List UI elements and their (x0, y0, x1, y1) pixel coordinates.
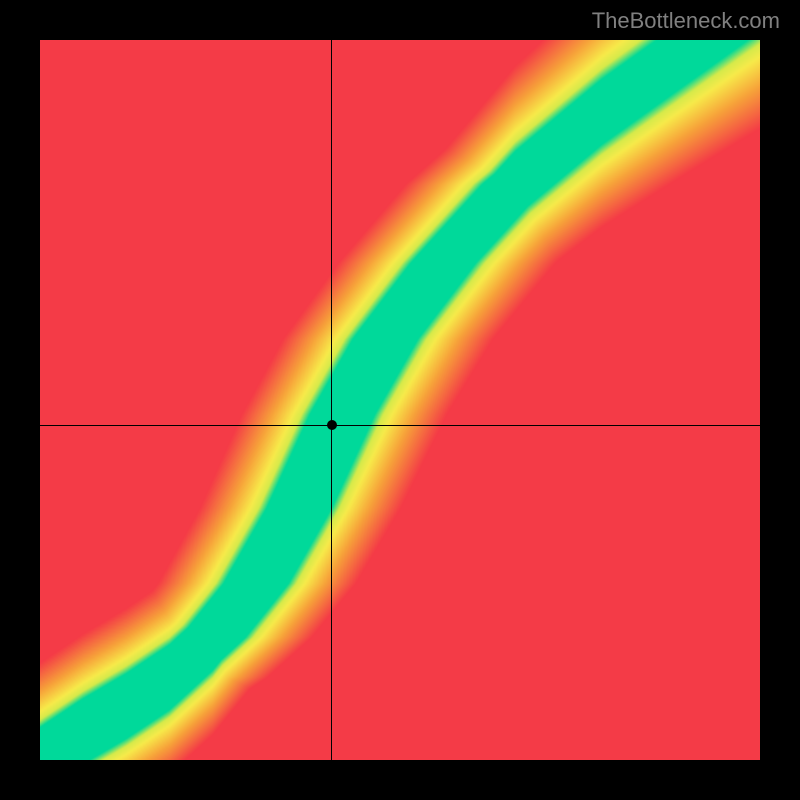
crosshair-horizontal (40, 425, 760, 426)
operating-point-marker (327, 420, 337, 430)
heatmap-plot (40, 40, 760, 760)
crosshair-vertical (331, 40, 332, 760)
heatmap-canvas (40, 40, 760, 760)
watermark-text: TheBottleneck.com (592, 8, 780, 34)
